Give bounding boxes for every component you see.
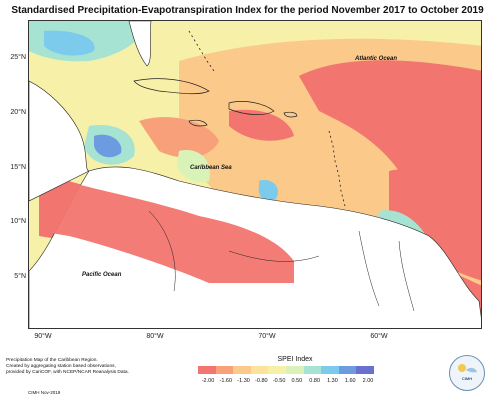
cuba-outline <box>133 78 210 95</box>
lon-label-90w: 90°W <box>34 333 52 340</box>
legend-swatch <box>356 366 374 374</box>
lat-label-10n: 10°N <box>10 218 26 225</box>
legend-tick-label: -0.50 <box>272 378 286 384</box>
logo-emblem-icon <box>458 364 477 373</box>
border-suriname <box>398 240 415 312</box>
dry-zone-hispaniola <box>229 109 294 141</box>
wet-zone-caribbean-sea <box>177 150 210 183</box>
logo-text: CIMH <box>461 376 473 381</box>
caribbean-sea-label: Caribbean Sea <box>190 165 232 171</box>
credit-text: CIMH Nov-2019 <box>28 390 61 395</box>
legend-swatch <box>233 366 251 374</box>
legend-swatch <box>338 366 357 374</box>
lat-label-5n: 5°N <box>14 273 26 280</box>
florida-land <box>128 21 152 67</box>
border-guyana <box>358 230 380 307</box>
puerto-rico-outline <box>283 111 298 118</box>
map-caption: Precipitation Map of the Caribbean Regio… <box>6 358 176 376</box>
map-title: Standardised Precipitation-Evapotranspir… <box>11 5 484 16</box>
pacific-ocean-label: Pacific Ocean <box>82 272 122 278</box>
legend-swatch <box>198 366 216 374</box>
legend-tick-label: 2.00 <box>362 378 374 384</box>
caption-line-3: provided by CariCOF, with NCEP/NCAR Rean… <box>6 370 129 375</box>
legend-tick-label: -1.60 <box>219 378 233 384</box>
dry-zone-caribbean <box>139 117 219 158</box>
legend-tick-label: 1.30 <box>327 378 338 384</box>
atlantic-ocean-label: Atlantic Ocean <box>355 56 398 62</box>
caption-line-2: Created by aggregating station based obs… <box>6 364 116 369</box>
lat-label-25n: 25°N <box>10 54 26 61</box>
legend-swatch <box>321 366 339 374</box>
lon-label-70w: 70°W <box>258 333 276 340</box>
legend-tick-label: 1.60 <box>344 378 356 384</box>
legend-tick-label: -0.80 <box>255 378 268 384</box>
dry-zone-atlantic-red-2 <box>389 169 481 281</box>
jamaica-outline <box>188 119 208 127</box>
wet-zone-lesser-antilles <box>258 180 279 202</box>
spei-field <box>29 21 481 328</box>
legend-tick-label: -1.30 <box>237 378 250 384</box>
legend-tick-label: -2.00 <box>201 378 215 384</box>
dry-overlay-land <box>39 171 294 283</box>
wet-zone-honduras-core <box>94 134 122 158</box>
legend-colorbar <box>198 366 374 374</box>
spei-map <box>28 20 482 329</box>
border-colombia-venezuela <box>148 210 176 292</box>
caption-line-1: Precipitation Map of the Caribbean Regio… <box>6 358 98 363</box>
lat-label-15n: 15°N <box>10 164 26 171</box>
central-america-land <box>29 80 90 202</box>
legend-swatch <box>250 366 269 374</box>
legend-title: SPEI Index <box>277 356 313 363</box>
legend-swatch <box>215 366 234 374</box>
legend-swatch <box>303 366 322 374</box>
legend-swatch <box>285 366 304 374</box>
lon-label-60w: 60°W <box>370 333 388 340</box>
hispaniola-outline <box>228 101 275 115</box>
cimh-logo: CIMH <box>449 355 485 391</box>
legend-ticks: -2.00 -1.60 -1.30 -0.80 -0.50 0.50 0.80 1.30 1.6… <box>196 378 380 387</box>
wet-zone-gulf-core <box>44 30 95 56</box>
border-venezuela-brazil <box>228 250 320 262</box>
lat-label-20n: 20°N <box>10 109 26 116</box>
legend-tick-label: 0.50 <box>291 378 303 384</box>
legend-tick-label: 0.80 <box>309 378 321 384</box>
legend-swatch <box>268 366 286 374</box>
lon-label-80w: 80°W <box>146 333 164 340</box>
